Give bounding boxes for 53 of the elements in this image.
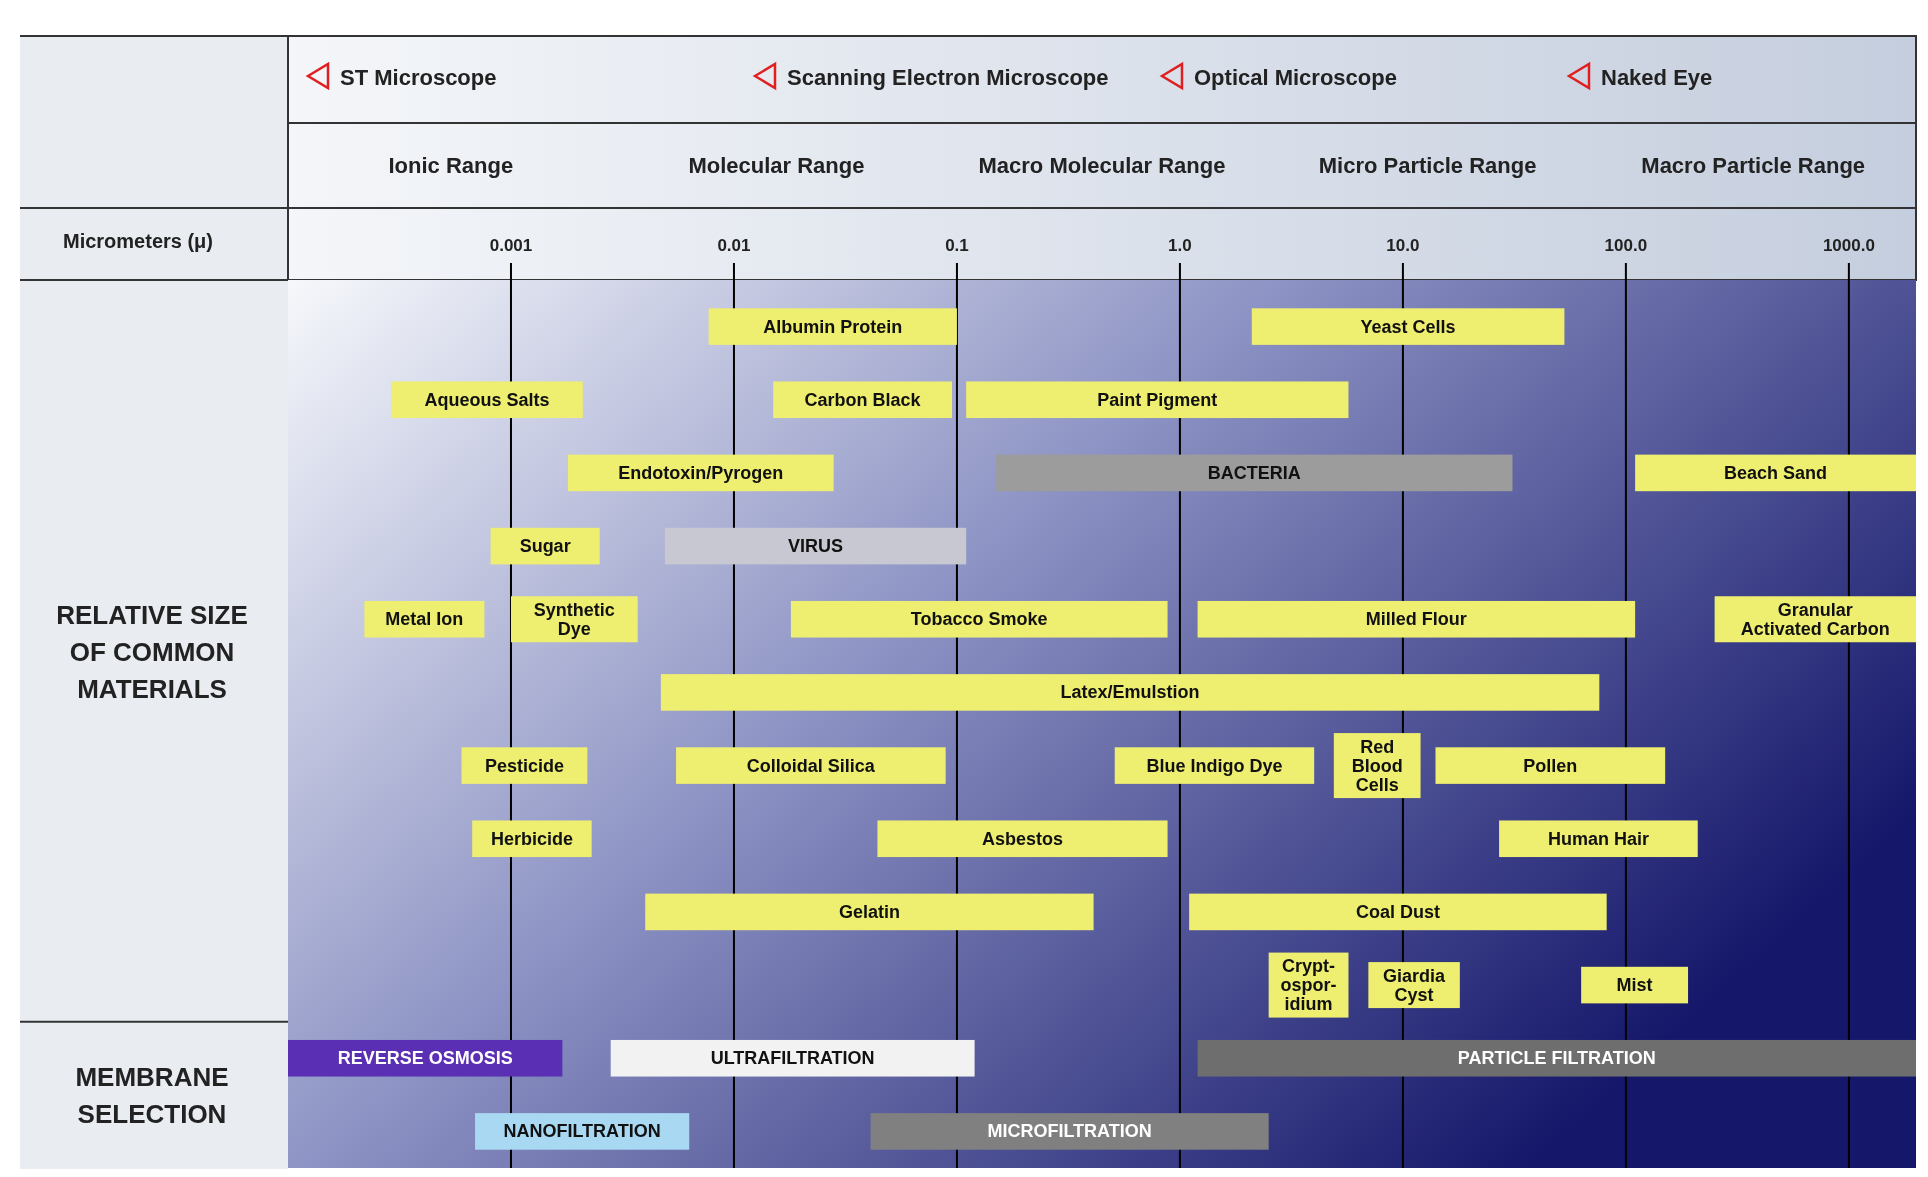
x-tick-label: 10.0 (1386, 236, 1420, 255)
series-label: Coal Dust (1355, 901, 1440, 922)
text: Macro Molecular Range (978, 152, 1226, 178)
series-label: Paint Pigment (1097, 389, 1218, 410)
text: MEMBRANE SELECTION (75, 1061, 229, 1129)
text: Optical Microscope (1194, 64, 1397, 90)
series-label: Mist (1616, 975, 1653, 996)
text: Micro Particle Range (1318, 152, 1537, 178)
series-label: Granular Activated Carbon (1740, 599, 1890, 639)
text: Ionic Range (388, 152, 514, 178)
text: Macro Particle Range (1641, 152, 1866, 178)
text: ST Microscope (340, 64, 497, 90)
series-label: Sugar (519, 536, 571, 557)
series-label: Blue Indigo Dye (1146, 755, 1283, 776)
series-label: Metal Ion (385, 609, 464, 630)
x-tick-label: 100.0 (1604, 236, 1648, 255)
series-label: REVERSE OSMOSIS (337, 1048, 513, 1069)
series-label: Herbicide (490, 828, 573, 849)
series-label: Yeast Cells (1360, 316, 1456, 337)
series-label: Crypt-ospor-idium (1280, 956, 1337, 1015)
series-label: Albumin Protein (763, 316, 903, 337)
series-label: MICROFILTRATION (987, 1121, 1152, 1142)
x-tick-label: 1000.0 (1822, 236, 1875, 255)
x-tick-label: 0.1 (945, 236, 969, 255)
series-label: Carbon Black (804, 389, 922, 410)
series-label: NANOFILTRATION (503, 1121, 661, 1142)
series-label: Endotoxin/Pyrogen (618, 462, 784, 483)
series-label: Milled Flour (1365, 609, 1467, 630)
series-label: BACTERIA (1207, 462, 1301, 483)
series-label: Pollen (1523, 755, 1578, 776)
series-label: Asbestos (981, 828, 1064, 849)
series-label: Gelatin (838, 901, 900, 922)
text: Naked Eye (1601, 64, 1713, 90)
series-label: Beach Sand (1724, 462, 1828, 483)
text: Scanning Electron Microscope (787, 64, 1109, 90)
series-label: Synthetic Dye (533, 599, 615, 639)
series-label: VIRUS (788, 536, 844, 557)
x-tick-label: 0.001 (489, 236, 533, 255)
x-tick-label: 0.01 (717, 236, 751, 255)
y-axis-title: RELATIVE SIZE OF COMMON MATERIALS (56, 599, 248, 704)
series-label: ULTRAFILTRATION (710, 1048, 875, 1069)
x-axis-title: Micrometers (μ) (62, 230, 214, 252)
series-label: Colloidal Silica (746, 755, 876, 776)
series-label: Giardia Cyst (1383, 965, 1447, 1005)
text: Molecular Range (688, 152, 865, 178)
series-label: Human Hair (1547, 828, 1649, 849)
series-label: Tobacco Smoke (910, 609, 1048, 630)
series-label: Aqueous Salts (424, 389, 550, 410)
series-label: Red Blood Cells (1351, 736, 1403, 795)
series-label: Latex/Emulstion (1060, 682, 1200, 703)
series-label: PARTICLE FILTRATION (1457, 1048, 1656, 1069)
x-tick-label: 1.0 (1168, 236, 1192, 255)
series-label: Pesticide (484, 755, 564, 776)
